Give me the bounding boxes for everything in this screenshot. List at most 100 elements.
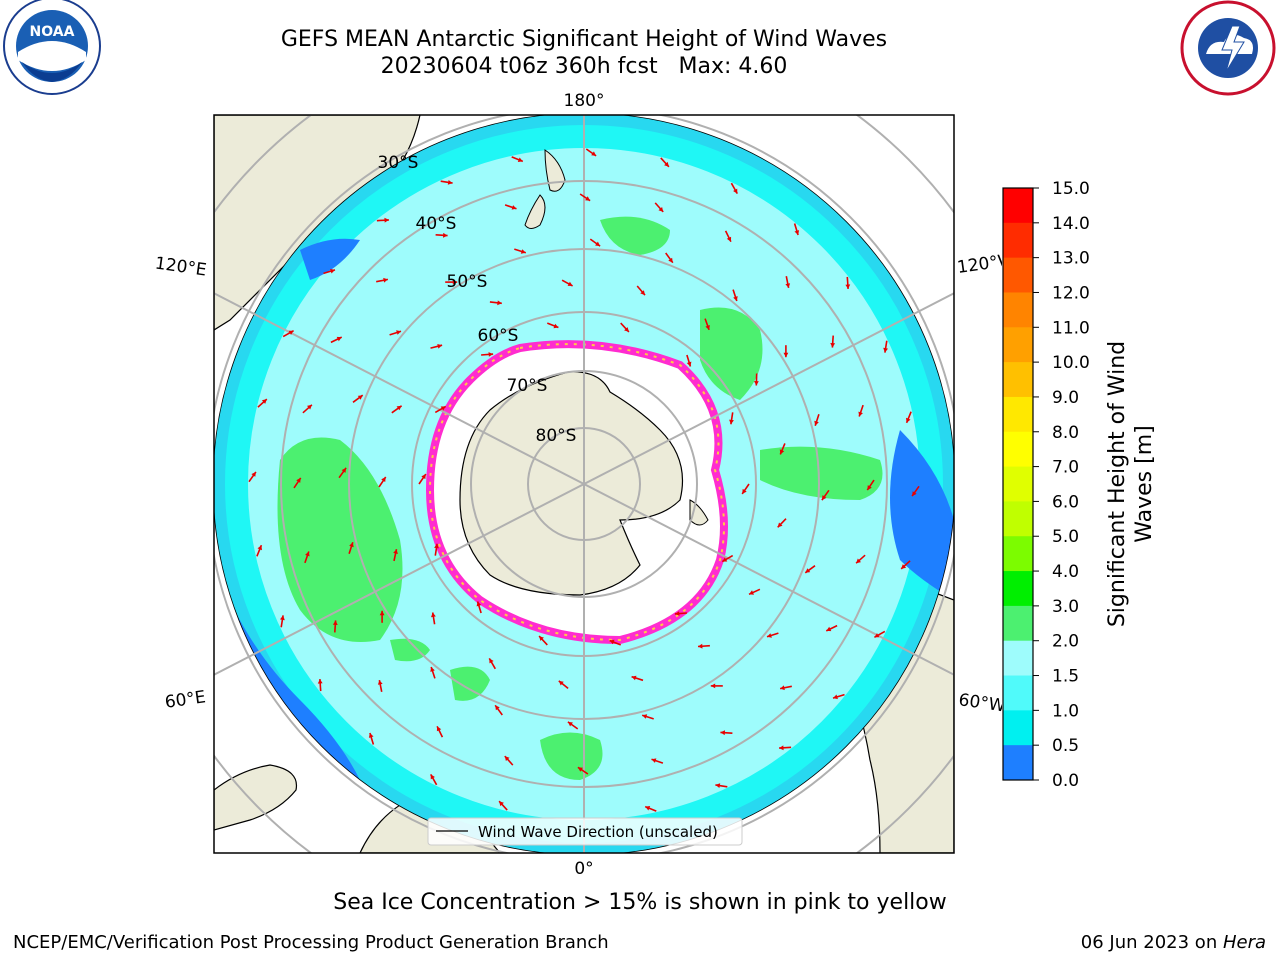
- wave-arrow-head: [377, 680, 383, 685]
- colorbar-tick-label: 1.0: [1052, 701, 1079, 721]
- wave-arrow-head: [517, 157, 523, 162]
- colorbar-band: [1003, 640, 1033, 677]
- wave-arrow-head: [780, 685, 785, 691]
- lat-label-60s: 60°S: [478, 326, 519, 346]
- wave-arrow-head: [421, 474, 426, 480]
- wave-arrow-head: [349, 542, 354, 548]
- wave-arrow-head: [749, 590, 754, 595]
- lon-label-0: 0°: [574, 859, 593, 879]
- wave-arrow-head: [251, 471, 256, 477]
- wave-arrow-head: [754, 381, 759, 386]
- noaa-logo: NOAA: [3, 0, 101, 95]
- wave-arrow-head: [489, 658, 494, 664]
- wave-arrow-head: [664, 161, 669, 167]
- new-zealand-north: [544, 149, 566, 192]
- graticule: [214, 115, 954, 853]
- wave-arrow-head: [261, 399, 267, 404]
- colorbar-tick-label: 0.0: [1052, 771, 1079, 791]
- wave-arrow-head: [567, 721, 573, 727]
- wave-arrow-head: [845, 284, 851, 289]
- wave-arrow-head: [443, 232, 448, 238]
- colorbar-band: [1003, 222, 1033, 259]
- wave-arrow-head: [624, 327, 629, 332]
- wave-arrow-head: [332, 620, 338, 625]
- colorbar-band: [1003, 605, 1033, 642]
- colorbar-tick-label: 8.0: [1052, 423, 1079, 443]
- colorbar-tick-label: 1.5: [1052, 667, 1079, 687]
- map-frame: Wind Wave Direction (unscaled): [213, 114, 955, 854]
- wave-arrow-head: [437, 344, 443, 349]
- wave-arrow-head: [874, 633, 880, 638]
- wave-arrow-head: [595, 241, 601, 247]
- wave-arrow-head: [476, 601, 482, 607]
- colorbar-tick-label: 2.0: [1052, 632, 1079, 652]
- wave-green-patch-east: [760, 446, 883, 500]
- wave-green-patch-south: [540, 732, 603, 780]
- wave-arrow-head: [686, 361, 692, 367]
- colorbar-label-line2: Waves [m]: [1132, 425, 1157, 542]
- wave-arrow-head: [585, 196, 591, 201]
- wave-arrow-head: [520, 249, 526, 254]
- wave-arrow-head: [497, 300, 502, 306]
- colorbar-tick-label: 5.0: [1052, 527, 1079, 547]
- wave-arrow-head: [591, 151, 597, 156]
- wave-arrow-head: [383, 277, 388, 283]
- wave-arrow-head: [785, 283, 791, 288]
- wave-arrow-head: [431, 612, 436, 618]
- wave-arrow-head: [777, 522, 783, 528]
- wave-arrow-head: [642, 714, 648, 719]
- nws-logo: [1180, 0, 1276, 96]
- legend-label: Wind Wave Direction (unscaled): [478, 823, 718, 841]
- lat-label-70s: 70°S: [507, 376, 548, 396]
- wave-arrow-head: [341, 467, 347, 473]
- ocean-blue-patch-north: [300, 238, 360, 280]
- wave-arrow-head: [912, 491, 917, 497]
- wave-arrow-head: [381, 477, 386, 482]
- wave-arrow-head: [715, 783, 721, 788]
- wave-arrow-head: [436, 726, 442, 732]
- wave-arrow-head: [658, 207, 664, 212]
- wave-arrow-head: [856, 558, 861, 564]
- wave-arrow-head: [379, 610, 385, 616]
- wave-arrow-head: [631, 675, 637, 681]
- colorbar-tick-label: 7.0: [1052, 458, 1079, 478]
- wave-arrow-head: [830, 343, 836, 348]
- wave-arrow-head: [430, 667, 435, 672]
- wave-arrow-head: [805, 568, 811, 573]
- wave-arrow-head: [779, 449, 785, 455]
- wave-arrow-head: [742, 488, 747, 494]
- wave-arrow-head: [722, 557, 728, 562]
- wave-arrow-head: [698, 643, 703, 649]
- wave-arrow-head: [368, 733, 374, 738]
- colorbar-tick-label: 13.0: [1052, 249, 1090, 269]
- wave-arrow-head: [288, 330, 294, 335]
- svg-text:NOAA: NOAA: [30, 24, 75, 40]
- wind-wave-arrows: [248, 148, 920, 812]
- wave-arrow-head: [794, 230, 800, 235]
- wave-green-patch-small: [390, 638, 430, 662]
- wave-arrow-head: [357, 395, 363, 400]
- wave-arrow-head: [280, 615, 285, 621]
- wave-arrow-head: [447, 180, 453, 185]
- footer-date-text: 06 Jun 2023 on: [1080, 932, 1223, 953]
- wave-arrow-head: [257, 545, 262, 551]
- wave-arrow-head: [511, 205, 517, 210]
- wave-arrow-head: [640, 290, 645, 296]
- colorbar-label-line1: Significant Height of Wind: [1105, 341, 1130, 627]
- colorbar-band: [1003, 675, 1033, 711]
- lon-label-60w: 60°W: [957, 690, 1006, 716]
- lon-label-120e: 120°E: [154, 254, 208, 281]
- colorbar-band: [1003, 571, 1033, 607]
- wave-arrow-head: [705, 325, 710, 330]
- wave-arrow-head: [814, 420, 819, 426]
- wave-arrow-head: [567, 281, 573, 286]
- sea-ice-edge-yellow: [428, 343, 725, 642]
- wave-arrow-head: [504, 756, 510, 761]
- wave-arrow-head: [499, 801, 504, 807]
- wave-arrow-head: [393, 549, 398, 554]
- wave-arrow-head: [296, 477, 301, 483]
- wave-green-patch-west: [277, 437, 403, 642]
- wave-arrow-head: [305, 551, 310, 557]
- wave-arrow-head: [488, 352, 494, 357]
